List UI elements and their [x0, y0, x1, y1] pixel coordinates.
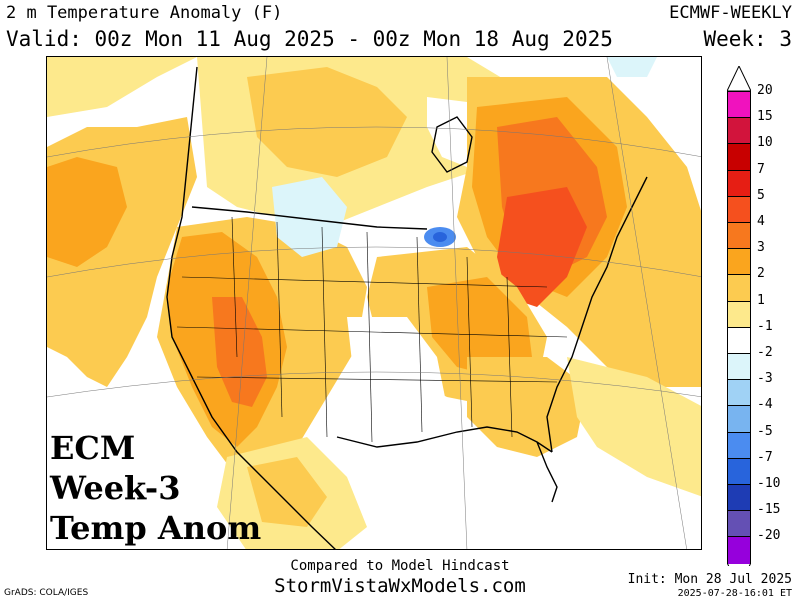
overlay-line-variable: Temp Anom: [50, 509, 262, 547]
colorbar-tick-label: 10: [757, 135, 773, 151]
colorbar: [727, 66, 751, 566]
hudson-bay-coast: [431, 116, 473, 173]
colorbar-tick-label: 3: [757, 240, 765, 256]
northern-canada-warm: [247, 67, 407, 177]
init-time: Init: Mon 28 Jul 2025: [627, 572, 792, 587]
state-borders: [176, 216, 568, 443]
colorbar-swatch: [727, 300, 751, 328]
colorbar-swatch: [727, 248, 751, 276]
model-name: ECMWF-WEEKLY: [669, 3, 792, 23]
colorbar-swatch: [727, 169, 751, 197]
colorbar-swatch: [727, 510, 751, 538]
pacific-warm-region: [47, 57, 197, 117]
colorbar-swatch: [727, 91, 751, 119]
colorbar-tick-label: -10: [757, 476, 781, 491]
colorbar-tick-label: 15: [757, 109, 773, 125]
render-timestamp: 2025-07-28-16:01 ET: [677, 588, 792, 599]
overlay-line-model: ECM: [50, 429, 136, 467]
valid-period: Valid: 00z Mon 11 Aug 2025 - 00z Mon 18 …: [6, 27, 613, 51]
colorbar-tick-label: -4: [757, 397, 773, 413]
southwest-warm-4: [212, 297, 267, 407]
us-canada-border: [191, 206, 428, 230]
colorbar-swatch: [727, 431, 751, 459]
north-atlantic-cool: [607, 57, 657, 77]
colorbar-swatch: [727, 222, 751, 250]
colorbar-swatch: [727, 405, 751, 433]
pacific-warm-region-3: [47, 157, 127, 267]
week-label: Week: 3: [703, 27, 792, 51]
colorbar-tick-label: 7: [757, 161, 765, 177]
lake-superior-cold-core: [433, 232, 447, 242]
colorbar-tick-label: 5: [757, 187, 765, 203]
lat-lon-grid: [47, 57, 701, 549]
northeast-warm-5: [497, 187, 587, 307]
mexico-warm-2: [247, 457, 327, 527]
colorbar-swatch: [727, 457, 751, 485]
coastlines: [166, 66, 648, 549]
map-canvas: [47, 57, 701, 549]
west-coast-line: [166, 66, 336, 549]
colorbar-top-extension: [727, 66, 751, 92]
colorbar-swatch: [727, 484, 751, 512]
grads-credit: GrADS: COLA/IGES: [4, 588, 89, 598]
overlay-caption: ECM Week-3 Temp Anom: [50, 428, 261, 548]
colorbar-tick-label: -7: [757, 449, 773, 465]
colorbar-tick-label: 1: [757, 292, 765, 308]
colorbar-swatch: [727, 536, 751, 564]
site-name: StormVistaWxModels.com: [274, 575, 526, 597]
colorbar-swatch: [727, 143, 751, 171]
florida-line: [536, 441, 558, 503]
colorbar-swatch: [727, 117, 751, 145]
colorbar-swatch: [727, 379, 751, 407]
colorbar-tick-label: -3: [757, 371, 773, 387]
colorbar-swatch: [727, 195, 751, 223]
overlay-line-week: Week-3: [50, 469, 181, 507]
map-title: 2 m Temperature Anomaly (F): [6, 3, 283, 23]
colorbar-tick-label: 20: [757, 83, 773, 98]
ohio-valley-warm-3: [427, 277, 532, 377]
colorbar-tick-label: -2: [757, 345, 773, 360]
colorbar-tick-label: 4: [757, 214, 765, 229]
colorbar-tick-label: -1: [757, 318, 773, 334]
colorbar-swatch: [727, 326, 751, 354]
east-coast-line: [546, 176, 648, 453]
colorbar-tick-label: -5: [757, 423, 773, 439]
hindcast-note: Compared to Model Hindcast: [290, 558, 510, 574]
northern-plains-cool: [272, 177, 347, 257]
central-neutral: [347, 317, 447, 447]
temperature-anomaly-map: [46, 56, 702, 550]
colorbar-tick-label: -15: [757, 502, 781, 518]
colorbar-tick-label: 2: [757, 266, 765, 282]
gulf-coast-line: [336, 426, 553, 453]
colorbar-tick-label: -20: [757, 528, 781, 544]
colorbar-swatch: [727, 353, 751, 381]
colorbar-swatch: [727, 274, 751, 302]
